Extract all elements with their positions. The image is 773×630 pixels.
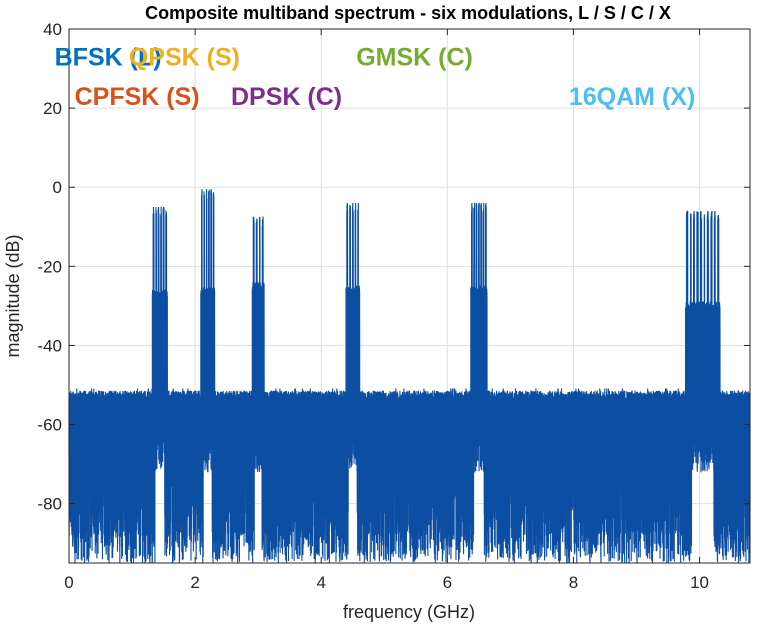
modulation-label: QPSK (S) (129, 44, 240, 72)
chart-title: Composite multiband spectrum - six modul… (145, 3, 671, 23)
annotations: BFSK (L)QPSK (S) GMSK (C) CPFSK (S) DPSK (C… (55, 44, 696, 112)
x-tick-labels: 0 2 4 6 8 10 (64, 573, 709, 592)
y-tick-label: -60 (37, 416, 62, 435)
modulation-label: 16QAM (X) (569, 83, 695, 111)
modulation-label: DPSK (C) (231, 83, 342, 111)
modulation-label: GMSK (C) (356, 44, 473, 72)
spectrum-trace (68, 189, 751, 564)
axis-ticks (68, 28, 750, 563)
x-tick-label: 6 (443, 573, 452, 592)
modulation-label: BFSK (L) (55, 44, 162, 72)
y-tick-labels: -80 -60 -40 -20 0 20 40 (37, 20, 62, 514)
x-tick-label: 10 (690, 573, 709, 592)
y-axis-label: magnitude (dB) (3, 234, 23, 357)
x-tick-label: 4 (316, 573, 325, 592)
x-axis-label: frequency (GHz) (343, 602, 475, 622)
y-tick-label: -80 (37, 495, 62, 514)
spectrum-line (68, 189, 751, 564)
y-tick-label: -40 (37, 336, 62, 355)
x-tick-label: 2 (190, 573, 199, 592)
y-tick-label: 40 (43, 20, 62, 39)
plot-frame (68, 28, 751, 564)
modulation-label: CPFSK (S) (75, 83, 200, 111)
x-tick-label: 8 (569, 573, 578, 592)
y-tick-label: -20 (37, 257, 62, 276)
y-tick-label: 0 (53, 178, 62, 197)
x-tick-label: 0 (64, 573, 73, 592)
y-tick-label: 20 (43, 99, 62, 118)
